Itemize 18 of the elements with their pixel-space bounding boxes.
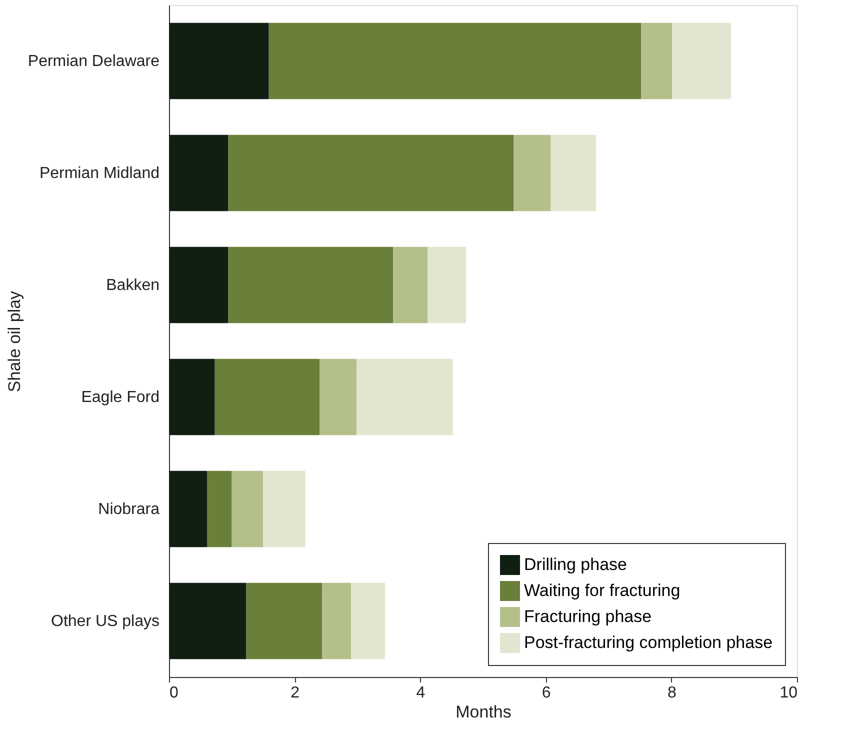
y-tick-label: Other US plays xyxy=(51,613,160,630)
y-tick-label: Permian Delaware xyxy=(28,53,160,70)
y-axis-title: Shale oil play xyxy=(4,290,24,392)
x-tick-label: 2 xyxy=(290,684,300,702)
x-tick-label: 10 xyxy=(780,684,798,702)
legend-label: Fracturing phase xyxy=(524,607,652,626)
y-tick-label: Niobrara xyxy=(98,501,160,518)
x-tick-label: 8 xyxy=(667,684,676,702)
legend-label: Drilling phase xyxy=(524,555,627,574)
x-tick-label: 0 xyxy=(170,684,178,702)
x-tick-label: 6 xyxy=(542,684,551,702)
x-axis-title: Months xyxy=(456,702,512,722)
x-tick-label: 4 xyxy=(416,684,426,702)
legend-label: Waiting for fracturing xyxy=(524,581,680,600)
y-tick-label: Eagle Ford xyxy=(81,389,160,406)
y-tick-label: Bakken xyxy=(106,277,160,294)
y-tick-label: Permian Midland xyxy=(39,165,160,182)
legend-label: Post-fracturing completion phase xyxy=(524,633,773,652)
